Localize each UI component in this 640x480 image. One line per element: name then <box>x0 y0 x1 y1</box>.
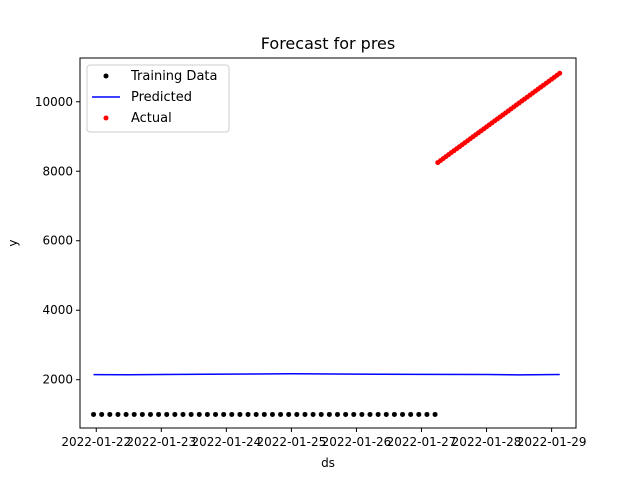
training-data-point <box>196 411 202 417</box>
training-data-point <box>383 411 389 417</box>
training-data-point <box>221 411 227 417</box>
x-tick-label: 2022-01-29 <box>517 435 587 449</box>
legend-entry-label: Actual <box>131 111 172 126</box>
training-data-point <box>164 411 170 417</box>
training-data-point <box>302 411 308 417</box>
legend-entry-label: Predicted <box>131 90 192 105</box>
training-data-point <box>278 411 284 417</box>
training-data-point <box>351 411 357 417</box>
y-tick-label: 8000 <box>42 164 73 178</box>
training-data-point <box>229 411 235 417</box>
x-tick-label: 2022-01-27 <box>387 435 457 449</box>
training-data-point <box>123 411 129 417</box>
training-data-point <box>359 411 365 417</box>
training-data-point <box>286 411 292 417</box>
training-data-point <box>424 411 430 417</box>
training-data-point <box>237 411 243 417</box>
training-data-point <box>156 411 162 417</box>
training-data-point <box>245 411 251 417</box>
training-data-point <box>91 411 97 417</box>
legend-dot-swatch <box>103 73 109 79</box>
x-tick-label: 2022-01-23 <box>126 435 196 449</box>
training-data-point <box>408 411 414 417</box>
plot-frame <box>79 57 577 429</box>
y-tick-label: 10000 <box>35 95 73 109</box>
x-axis-label: ds <box>321 456 335 470</box>
training-data-point <box>400 411 406 417</box>
training-data-point <box>261 411 267 417</box>
training-data-point <box>269 411 275 417</box>
training-data-point <box>213 411 219 417</box>
training-data-point <box>391 411 397 417</box>
legend-entry-label: Training Data <box>130 69 217 84</box>
chart-title: Forecast for pres <box>261 34 395 53</box>
training-data-point <box>115 411 121 417</box>
training-data-point <box>139 411 145 417</box>
training-data-point <box>107 411 113 417</box>
training-data-point <box>310 411 316 417</box>
x-tick-label: 2022-01-22 <box>61 435 131 449</box>
training-data-point <box>147 411 153 417</box>
training-data-point <box>334 411 340 417</box>
training-data-point <box>326 411 332 417</box>
legend-box <box>86 64 230 133</box>
training-data-point <box>416 411 422 417</box>
training-data-point <box>131 411 137 417</box>
y-tick-label: 2000 <box>42 373 73 387</box>
y-tick-label: 4000 <box>42 303 73 317</box>
x-tick-label: 2022-01-26 <box>322 435 392 449</box>
actual-data-point <box>557 70 563 76</box>
training-data-point <box>294 411 300 417</box>
legend-dot-swatch <box>103 115 109 121</box>
y-tick-label: 6000 <box>42 234 73 248</box>
training-data-point <box>375 411 381 417</box>
predicted-series-line <box>93 373 560 376</box>
training-data-point <box>343 411 349 417</box>
x-tick-label: 2022-01-25 <box>257 435 327 449</box>
training-data-point <box>99 411 105 417</box>
x-tick-label: 2022-01-24 <box>191 435 261 449</box>
y-axis-label: y <box>6 239 20 246</box>
training-data-point <box>367 411 373 417</box>
training-data-point <box>318 411 324 417</box>
training-data-point <box>172 411 178 417</box>
training-data-point <box>204 411 210 417</box>
training-data-point <box>432 411 438 417</box>
training-data-point <box>180 411 186 417</box>
training-data-point <box>188 411 194 417</box>
x-tick-label: 2022-01-28 <box>452 435 522 449</box>
training-data-point <box>253 411 259 417</box>
